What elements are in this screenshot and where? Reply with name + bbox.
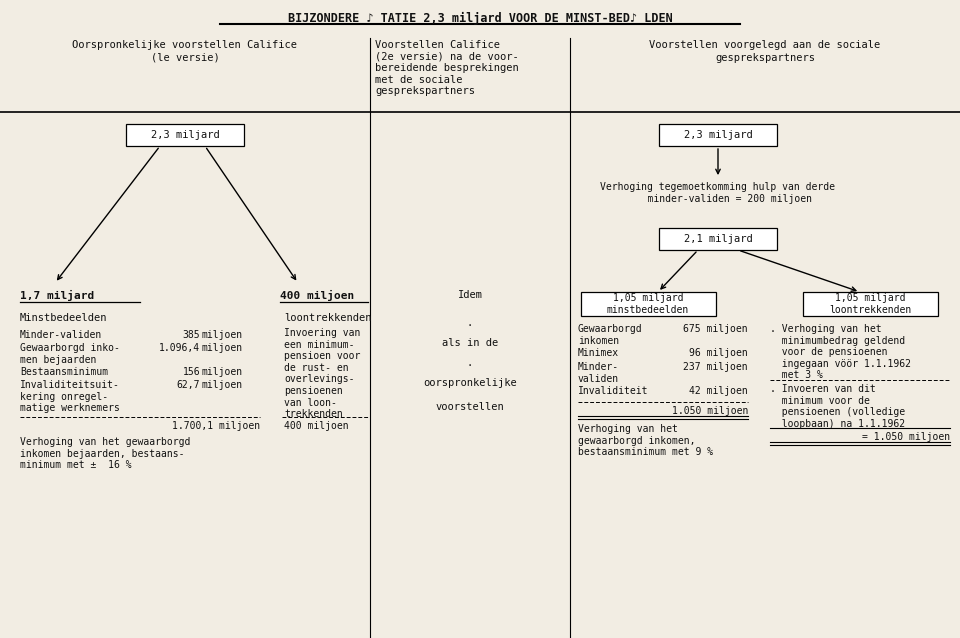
Text: Minder-
validen: Minder- validen: [578, 362, 619, 383]
Text: Oorspronkelijke voorstellen Califice: Oorspronkelijke voorstellen Califice: [73, 40, 298, 50]
Text: 400 miljoen: 400 miljoen: [280, 290, 354, 301]
Text: 96 miljoen: 96 miljoen: [689, 348, 748, 358]
Text: Gewaarborgd
inkomen: Gewaarborgd inkomen: [578, 324, 642, 346]
Text: gesprekspartners: gesprekspartners: [715, 53, 815, 63]
Text: . Invoeren van dit
  minimum voor de
  pensioenen (volledige
  loopbaan) na 1.1.: . Invoeren van dit minimum voor de pensi…: [770, 384, 905, 429]
Text: Minimex: Minimex: [578, 348, 619, 358]
Text: 237 miljoen: 237 miljoen: [684, 362, 748, 372]
Text: Verhoging van het
gewaarborgd inkomen,
bestaansminimum met 9 %: Verhoging van het gewaarborgd inkomen, b…: [578, 424, 713, 457]
Text: Invoering van
een minimum-
pensioen voor
de rust- en
overlevings-
pensioenen
van: Invoering van een minimum- pensioen voor…: [284, 328, 360, 419]
Text: 385: 385: [182, 330, 200, 340]
Text: 2,1 miljard: 2,1 miljard: [684, 234, 753, 244]
Text: 1.096,4: 1.096,4: [158, 343, 200, 353]
Text: 1.050 miljoen: 1.050 miljoen: [672, 406, 748, 416]
Text: voorstellen: voorstellen: [436, 402, 504, 412]
Text: 2,3 miljard: 2,3 miljard: [684, 130, 753, 140]
FancyBboxPatch shape: [581, 292, 715, 316]
FancyBboxPatch shape: [126, 124, 244, 146]
Text: Invaliditeit: Invaliditeit: [578, 386, 649, 396]
Text: als in de: als in de: [442, 338, 498, 348]
Text: 2,3 miljard: 2,3 miljard: [151, 130, 220, 140]
Text: 1,7 miljard: 1,7 miljard: [20, 290, 94, 301]
Text: Voorstellen voorgelegd aan de sociale: Voorstellen voorgelegd aan de sociale: [649, 40, 880, 50]
Text: oorspronkelijke: oorspronkelijke: [423, 378, 516, 388]
Text: 1.700,1 miljoen: 1.700,1 miljoen: [172, 421, 260, 431]
Text: Invaliditeitsuit-
kering onregel-
matige werknemers: Invaliditeitsuit- kering onregel- matige…: [20, 380, 120, 413]
Text: Idem: Idem: [458, 290, 483, 300]
Text: Verhoging van het gewaarborgd
inkomen bejaarden, bestaans-
minimum met ±  16 %: Verhoging van het gewaarborgd inkomen be…: [20, 437, 190, 470]
Text: (le versie): (le versie): [151, 53, 220, 63]
FancyBboxPatch shape: [803, 292, 938, 316]
Text: .: .: [467, 358, 473, 368]
Text: 156: 156: [182, 367, 200, 377]
FancyBboxPatch shape: [659, 124, 777, 146]
Text: 62,7: 62,7: [177, 380, 200, 390]
Text: = 1.050 miljoen: = 1.050 miljoen: [862, 432, 950, 442]
Text: Gewaarborgd inko-
men bejaarden: Gewaarborgd inko- men bejaarden: [20, 343, 120, 364]
Text: Minstbedeelden: Minstbedeelden: [20, 313, 108, 323]
Text: Bestaansminimum: Bestaansminimum: [20, 367, 108, 377]
Text: .: .: [467, 318, 473, 328]
Text: loontrekkenden: loontrekkenden: [284, 313, 372, 323]
Text: miljoen: miljoen: [202, 330, 243, 340]
Text: 42 miljoen: 42 miljoen: [689, 386, 748, 396]
Text: miljoen: miljoen: [202, 380, 243, 390]
Text: . Verhoging van het
  minimumbedrag geldend
  voor de pensioenen
  ingegaan vöör: . Verhoging van het minimumbedrag gelden…: [770, 324, 911, 380]
Text: Voorstellen Califice
(2e versie) na de voor-
bereidende besprekingen
met de soci: Voorstellen Califice (2e versie) na de v…: [375, 40, 518, 96]
Text: Verhoging tegemoetkomming hulp van derde
    minder-validen = 200 miljoen: Verhoging tegemoetkomming hulp van derde…: [601, 182, 835, 204]
Text: miljoen: miljoen: [202, 367, 243, 377]
Text: miljoen: miljoen: [202, 343, 243, 353]
Text: 1,05 miljard
loontrekkenden: 1,05 miljard loontrekkenden: [828, 293, 911, 315]
Text: Minder-validen: Minder-validen: [20, 330, 103, 340]
Text: 1,05 miljard
minstbedeelden: 1,05 miljard minstbedeelden: [607, 293, 689, 315]
FancyBboxPatch shape: [659, 228, 777, 250]
Text: BIJZONDERE ♪ TATIE 2,3 miljard VOOR DE MINST-BED♪ LDEN: BIJZONDERE ♪ TATIE 2,3 miljard VOOR DE M…: [288, 12, 672, 25]
Text: 675 miljoen: 675 miljoen: [684, 324, 748, 334]
Text: 400 miljoen: 400 miljoen: [284, 421, 348, 431]
